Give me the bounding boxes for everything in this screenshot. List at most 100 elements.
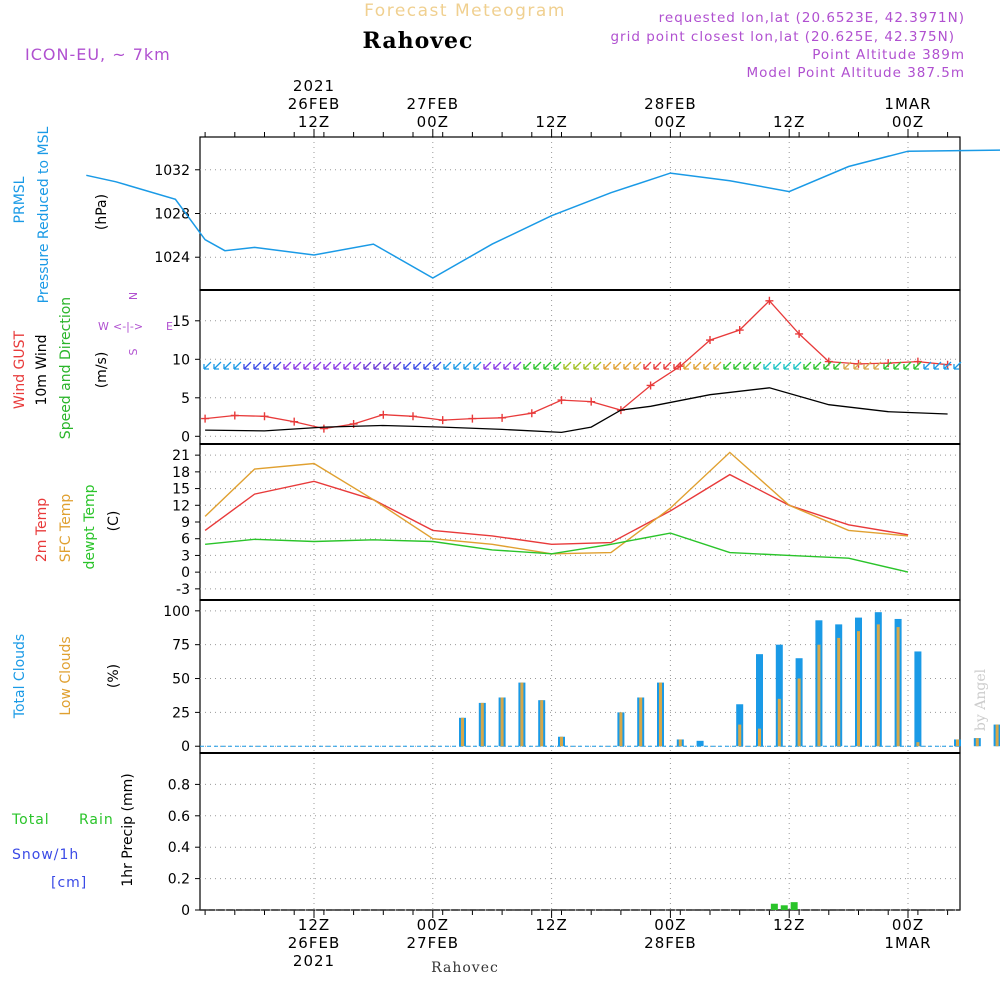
x-tick-label-top: 12Z: [298, 113, 330, 131]
x-tick-label-bottom: 28FEB: [644, 934, 696, 952]
wind-arrow: [933, 361, 942, 370]
low-cloud-bar: [480, 702, 484, 747]
wind-arrow: [813, 361, 822, 370]
wind-arrow: [593, 361, 602, 370]
plot-layer: 102410281032051015-303691215182102550751…: [86, 77, 1000, 970]
compass-center: <-|->: [113, 320, 143, 333]
wind-arrow: [943, 361, 952, 370]
wind-arrow: [793, 361, 802, 370]
wind-arrow: [663, 361, 672, 370]
wind-arrow: [723, 361, 732, 370]
x-tick-label-top: 28FEB: [644, 95, 696, 113]
y-tick-label: 21: [172, 448, 190, 464]
gust-line: [205, 299, 948, 430]
app-title: Forecast Meteogram: [364, 1, 566, 21]
wind-arrow: [253, 361, 262, 370]
temp-line-2: [205, 532, 909, 573]
x-tick-label-bottom: 2021: [293, 952, 335, 970]
wind-arrow: [573, 361, 582, 370]
dewpt-label: dewpt Temp: [82, 484, 98, 569]
low-cloud-bar: [956, 739, 959, 747]
wind-arrow: [343, 361, 352, 370]
wind-arrow: [753, 361, 762, 370]
y-tick-label: 100: [163, 604, 190, 620]
wind-arrow: [633, 361, 642, 370]
low-cloud-bar: [639, 697, 643, 747]
wind-arrow: [373, 361, 382, 370]
low-cloud-bar: [520, 682, 524, 747]
x-tick-label-bottom: 00Z: [654, 916, 686, 934]
wind-arrow: [213, 361, 222, 370]
total-cloud-bar: [756, 654, 763, 747]
low-cloud-bar: [738, 724, 742, 747]
wind-arrow: [763, 361, 772, 370]
gust-marker: [379, 410, 388, 419]
x-tick-label-bottom: 00Z: [892, 916, 924, 934]
gust-marker: [260, 412, 269, 421]
wind-arrow: [913, 361, 922, 370]
y-tick-label: 1032: [154, 163, 190, 179]
precip-cm-label: [cm]: [51, 875, 87, 891]
wind-line: [205, 387, 948, 434]
wind-arrow: [263, 361, 272, 370]
wind-arrow: [393, 361, 402, 370]
wind-arrow: [713, 361, 722, 370]
wind-label: 10m Wind: [34, 334, 50, 405]
x-tick-label-top: 1MAR: [884, 95, 931, 113]
low-cloud-bar: [916, 742, 920, 747]
location-title: Rahovec: [363, 28, 474, 54]
wind-arrow: [563, 361, 572, 370]
y-tick-label: 6: [181, 532, 190, 548]
gust-marker: [557, 396, 566, 405]
wind-arrow: [483, 361, 492, 370]
wind-arrow: [893, 361, 902, 370]
wind-arrow: [523, 361, 532, 370]
low-cloud-bar: [540, 700, 544, 747]
wind-arrow: [283, 361, 292, 370]
y-tick-label: 0: [181, 429, 190, 445]
wind-arrow: [423, 361, 432, 370]
wind-arrow: [233, 361, 242, 370]
wind-arrow: [273, 361, 282, 370]
wind-arrow: [303, 361, 312, 370]
x-tick-label-top: 12Z: [535, 113, 567, 131]
precip-labels: Total Rain Snow/1h [cm] 1hr Precip (mm): [11, 773, 136, 891]
wind-arrow: [773, 361, 782, 370]
wind-arrow: [883, 361, 892, 370]
model-label: ICON-EU, ~ 7km: [25, 45, 171, 64]
gust-marker: [498, 413, 507, 422]
temp-line-0: [204, 473, 909, 546]
wind-arrow: [433, 361, 442, 370]
wind-arrow: [513, 361, 522, 370]
grid-coords: grid point closest lon,lat (20.625E, 42.…: [610, 29, 955, 45]
compass-w: W: [98, 320, 109, 333]
x-tick-label-bottom: 26FEB: [288, 934, 340, 952]
temp-unit: (C): [106, 511, 122, 532]
compass-s: S: [127, 348, 140, 355]
wind-labels: Wind GUST 10m Wind Speed and Direction (…: [12, 292, 173, 439]
sfc-label: SFC Temp: [58, 494, 74, 563]
low-cloud-bar: [758, 728, 761, 747]
wind-arrow: [403, 361, 412, 370]
wind-arrow: [863, 361, 872, 370]
low-cloud-bar: [777, 698, 781, 747]
wind-arrow: [643, 361, 652, 370]
low-cloud-bar: [797, 678, 801, 747]
wind-arrow: [733, 361, 742, 370]
y-tick-label: 0: [181, 739, 190, 755]
x-tick-label-top: 00Z: [417, 113, 449, 131]
wind-arrow: [203, 361, 212, 370]
x-tick-label-bottom: 00Z: [417, 916, 449, 934]
gust-marker: [438, 416, 447, 425]
gust-marker: [230, 411, 239, 420]
wind-arrow: [683, 361, 692, 370]
panel-frame-4: [199, 752, 961, 911]
precip-rain-label: Rain: [79, 812, 114, 828]
y-tick-label: 0: [181, 565, 190, 581]
compass-n: N: [127, 292, 140, 300]
dir-label: Speed and Direction: [58, 297, 74, 439]
wind-arrow: [653, 361, 662, 370]
wind-arrow: [533, 361, 542, 370]
low-cloud-bar: [500, 697, 504, 747]
